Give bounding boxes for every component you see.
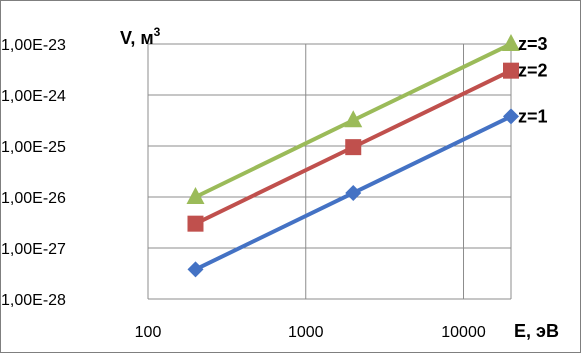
series-label-z2: z=2 bbox=[518, 61, 548, 81]
x-tick-label: 10000 bbox=[441, 324, 486, 341]
marker-diamond-z1 bbox=[187, 261, 204, 278]
y-axis-title-text: V, м bbox=[120, 28, 154, 48]
x-axis-title: E, эВ bbox=[514, 321, 559, 341]
marker-diamond-z1 bbox=[503, 108, 519, 125]
x-tick-label: 100 bbox=[135, 324, 162, 341]
marker-square-z2 bbox=[187, 215, 204, 232]
y-tick-label: 1,00E-26 bbox=[1, 190, 66, 207]
series-label-z3: z=3 bbox=[518, 34, 548, 54]
marker-diamond-z1 bbox=[345, 184, 362, 201]
marker-triangle-z3 bbox=[186, 187, 205, 204]
marker-triangle-z3 bbox=[502, 34, 520, 51]
grid-layer bbox=[147, 43, 512, 300]
y-tick-label: 1,00E-27 bbox=[1, 241, 66, 258]
y-tick-label: 1,00E-24 bbox=[1, 88, 66, 105]
y-tick-label: 1,00E-28 bbox=[1, 292, 66, 309]
x-tick-label: 1000 bbox=[288, 324, 324, 341]
y-tick-label: 1,00E-25 bbox=[1, 139, 66, 156]
marker-square-z2 bbox=[345, 139, 362, 156]
y-axis-title: V, м3 bbox=[120, 25, 161, 48]
label-layer: z=1 z=2 z=3 bbox=[518, 34, 548, 126]
series-layer bbox=[186, 34, 520, 278]
marker-triangle-z3 bbox=[344, 110, 363, 128]
y-axis-title-superscript: 3 bbox=[154, 25, 161, 39]
series-label-z1: z=1 bbox=[518, 106, 548, 126]
marker-square-z2 bbox=[503, 62, 519, 79]
y-tick-label: 1,00E-23 bbox=[1, 37, 66, 54]
tick-layer: 1,00E-28 1,00E-27 1,00E-26 1,00E-25 1,00E-24… bbox=[1, 37, 486, 341]
